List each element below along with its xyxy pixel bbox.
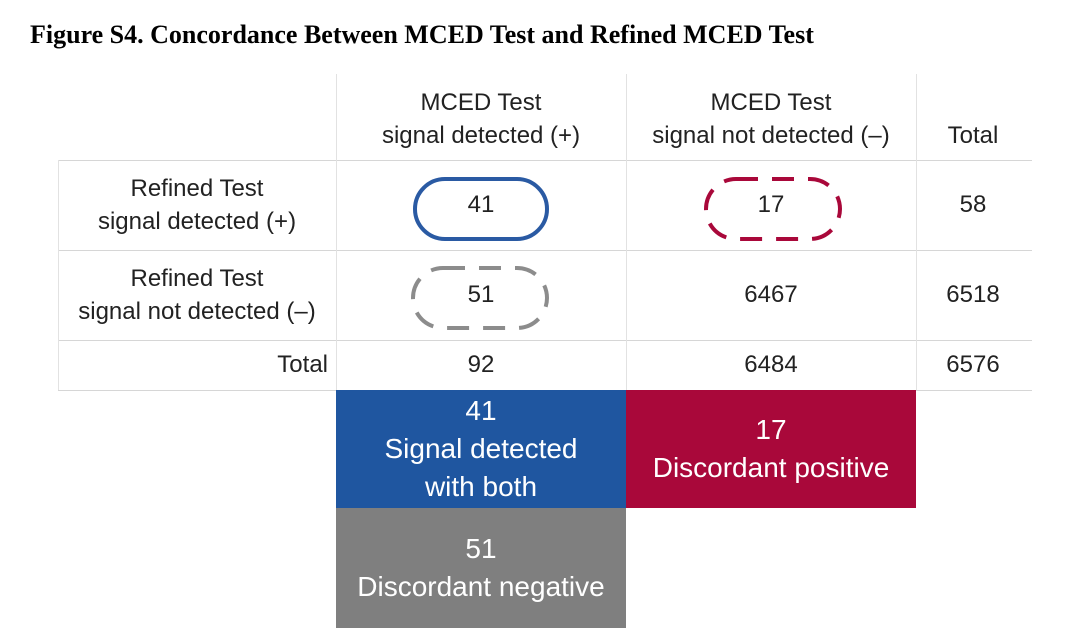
box-label: Discordant positive [652,452,890,483]
box-count: 51 [465,533,497,564]
figure-title: Figure S4. Concordance Between MCED Test… [30,20,814,49]
row-label-refined-positive: Refined Test signal detected (+) [58,172,336,238]
concordant-highlight-outline [413,177,549,241]
box-discordant-negative: 51 Discordant negative [336,508,626,628]
row-label-line2: signal detected (+) [97,208,297,235]
column-header-line2: signal not detected (–) [652,122,890,149]
column-header-line2: signal detected (+) [381,122,581,149]
box-discordant-positive: 17 Discordant positive [626,390,916,508]
table-cell: 58 [959,191,987,218]
table-rule [626,74,627,390]
row-label-refined-negative: Refined Test signal not detected (–) [58,262,336,328]
row-label-line1: Refined Test [130,265,264,292]
column-header-line1: MCED Test [710,89,832,116]
column-header-total: Total [916,86,1030,152]
table-rule [916,74,917,390]
row-label-line2: signal not detected (–) [78,298,316,325]
table-rule [336,74,337,390]
table-rule [58,340,1032,341]
column-header-mced-positive: MCED Test signal detected (+) [336,86,626,152]
table-rule [58,160,1032,161]
column-header-line1: MCED Test [420,89,542,116]
table-cell: 6518 [946,281,1000,308]
table-cell: 41 [467,191,495,218]
box-signal-detected-both: 41 Signal detected with both [336,390,626,508]
table-cell: 6484 [744,351,798,378]
row-label-total: Total [277,351,328,378]
table-cell: 6576 [946,351,1000,378]
column-header-line2: Total [947,122,999,149]
table-rule [58,160,59,390]
table-rule [58,250,1032,251]
table-cell: 51 [467,281,495,308]
table-cell: 92 [467,351,495,378]
column-header-mced-negative: MCED Test signal not detected (–) [626,86,916,152]
table-cell: 6467 [744,281,798,308]
row-label-line1: Refined Test [130,175,264,202]
box-label-line1: Signal detected [384,433,578,464]
table-cell: 17 [757,191,785,218]
box-label-line2: with both [424,471,538,502]
box-count: 41 [465,395,497,426]
discordant-positive-outline [704,177,842,241]
box-label: Discordant negative [357,571,605,602]
column-header-line1 [916,86,1030,119]
discordant-negative-outline [411,266,549,330]
box-count: 17 [755,414,787,445]
